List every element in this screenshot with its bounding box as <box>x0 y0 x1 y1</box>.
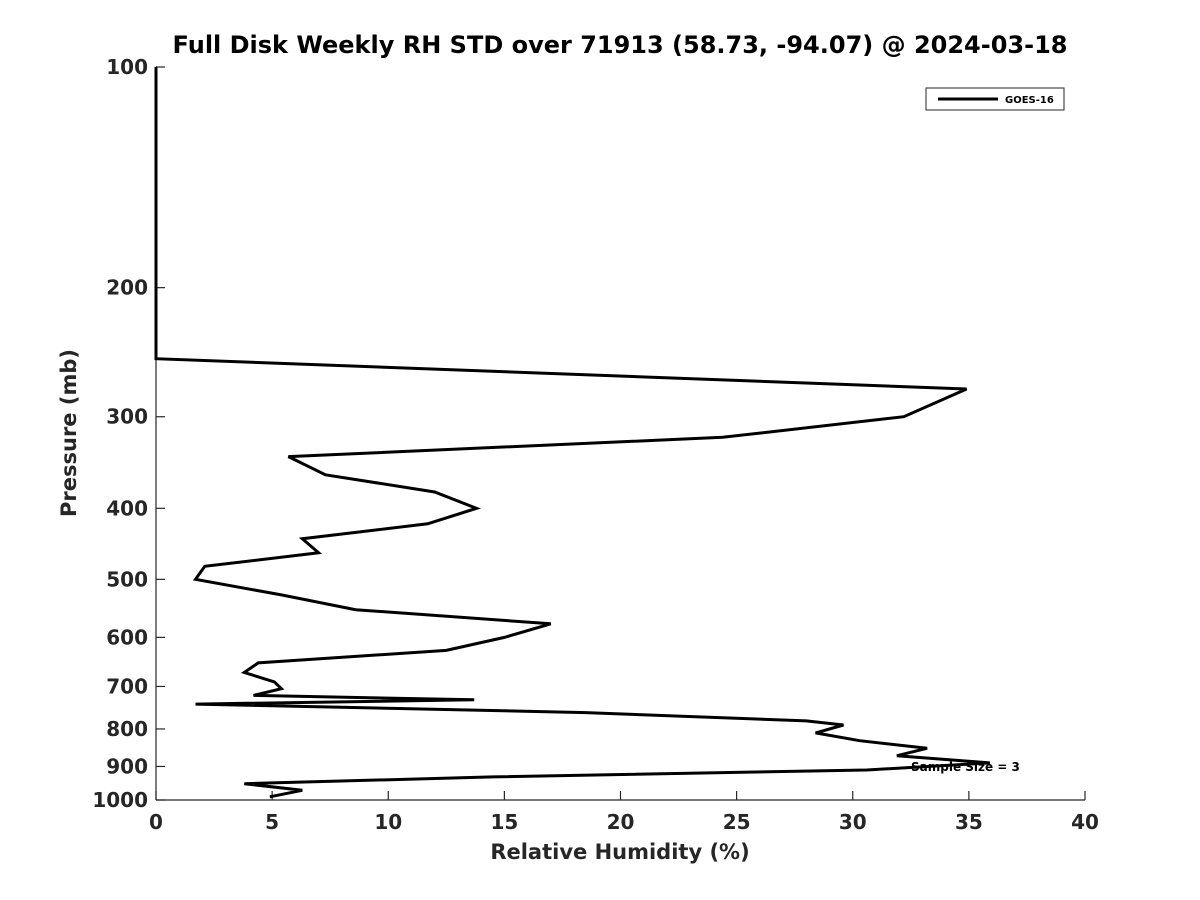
series-layer <box>154 67 990 799</box>
y-tick-label: 100 <box>106 55 148 79</box>
y-tick-label: 300 <box>106 405 148 429</box>
x-axis-label: Relative Humidity (%) <box>490 840 749 864</box>
legend: GOES-16 <box>925 87 1065 111</box>
y-tick-label: 200 <box>106 276 148 300</box>
x-axis-ticks: 0 5 10 15 20 25 30 35 40 <box>149 791 1099 834</box>
x-tick-label: 20 <box>607 810 635 834</box>
x-tick-label: 10 <box>374 810 402 834</box>
y-tick-label: 400 <box>106 496 148 520</box>
x-tick-label: 15 <box>490 810 518 834</box>
chart-title: Full Disk Weekly RH STD over 71913 (58.7… <box>173 31 1068 59</box>
y-tick-label: 500 <box>106 567 148 591</box>
y-tick-label: 600 <box>106 625 148 649</box>
y-tick-label: 900 <box>106 754 148 778</box>
y-tick-label: 1000 <box>92 788 148 812</box>
y-axis-ticks: 100 200 300 400 500 600 700 800 900 1000 <box>92 55 165 812</box>
x-tick-label: 25 <box>723 810 751 834</box>
x-tick-label: 40 <box>1071 810 1099 834</box>
x-tick-label: 35 <box>955 810 983 834</box>
series-line-goes-16 <box>154 67 990 799</box>
plot-frame <box>155 67 1085 801</box>
y-tick-label: 800 <box>106 717 148 741</box>
x-tick-label: 0 <box>149 810 163 834</box>
sample-size-annotation: Sample Size = 3 <box>911 760 1020 774</box>
x-tick-label: 30 <box>839 810 867 834</box>
x-tick-label: 5 <box>265 810 279 834</box>
y-axis-label: Pressure (mb) <box>57 349 81 517</box>
y-tick-label: 700 <box>106 674 148 698</box>
legend-entry-goes-16: GOES-16 <box>1005 95 1054 106</box>
